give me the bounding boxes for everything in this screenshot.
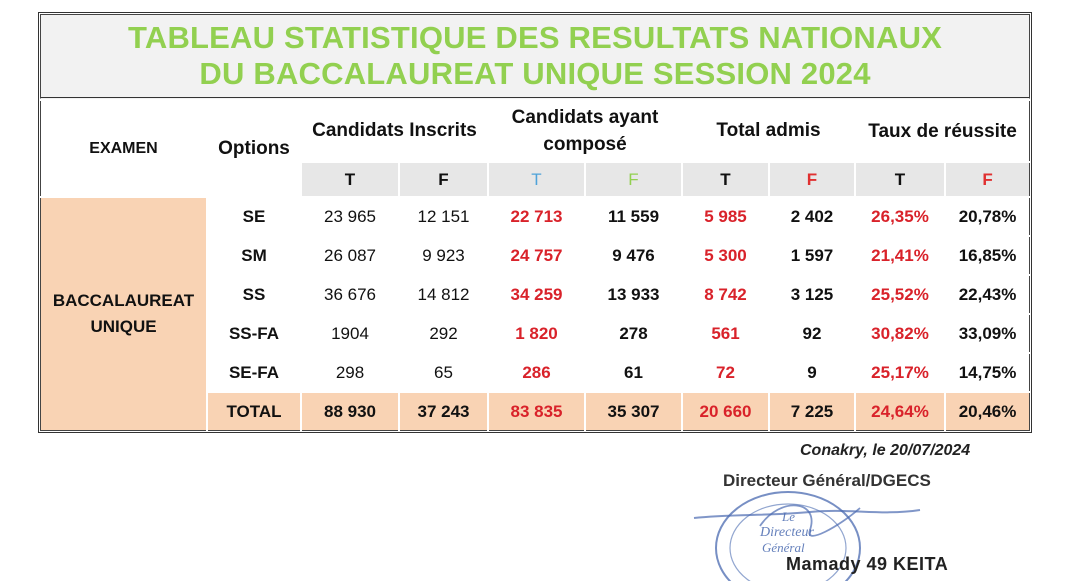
inscrits-t-cell: 26 087 xyxy=(300,235,400,276)
admis-t-cell: 5 300 xyxy=(681,235,770,276)
composes-f-cell: 61 xyxy=(584,352,683,393)
subheader-taux-f: F xyxy=(943,161,1032,198)
header-taux-reussite-label: Taux de réussite xyxy=(868,120,1017,142)
table-row: SE-FA 298 65 286 61 72 9 25,17% 14,75% xyxy=(40,352,1032,393)
header-candidats-composes-label: Candidats ayant composé xyxy=(511,107,659,155)
admis-f-cell: 92 xyxy=(768,313,856,354)
director-title: Directeur Général/DGECS xyxy=(723,471,931,490)
taux-f-cell: 20,78% xyxy=(943,196,1032,237)
inscrits-f-cell: 9 923 xyxy=(398,235,489,276)
admis-t-cell: 5 985 xyxy=(681,196,770,237)
composes-f-cell: 11 559 xyxy=(584,196,683,237)
admis-f-cell: 3 125 xyxy=(768,274,856,315)
taux-t-cell: 25,17% xyxy=(854,352,946,393)
taux-f-cell: 16,85% xyxy=(943,235,1032,276)
stamp-text-2: Directeur xyxy=(759,525,814,540)
table-row: SM 26 087 9 923 24 757 9 476 5 300 1 597… xyxy=(40,235,1032,276)
option-cell: SS-FA xyxy=(206,313,302,354)
results-table: TABLEAU STATISTIQUE DES RESULTATS NATION… xyxy=(38,12,1033,433)
total-composes-t-cell: 83 835 xyxy=(487,391,586,432)
header-options: Options xyxy=(206,99,302,198)
total-label-cell: TOTAL xyxy=(206,391,302,432)
composes-t-cell: 34 259 xyxy=(487,274,586,315)
composes-t-cell: 24 757 xyxy=(487,235,586,276)
subheader-taux-t: T xyxy=(854,161,946,198)
taux-t-cell: 21,41% xyxy=(854,235,946,276)
table-row: SS-FA 1904 292 1 820 278 561 92 30,82% 3… xyxy=(40,313,1032,354)
option-cell: SS xyxy=(206,274,302,315)
total-taux-f-cell: 20,46% xyxy=(943,391,1032,432)
header-examen: EXAMEN xyxy=(39,99,208,198)
total-composes-f-cell: 35 307 xyxy=(584,391,683,432)
total-inscrits-f-cell: 37 243 xyxy=(398,391,489,432)
header-candidats-composes: Candidats ayant composé xyxy=(487,99,683,163)
total-taux-t-cell: 24,64% xyxy=(854,391,946,432)
title-line-1: TABLEAU STATISTIQUE DES RESULTATS NATION… xyxy=(128,20,943,55)
subheader-composes-t: T xyxy=(487,161,586,198)
composes-t-cell: 1 820 xyxy=(487,313,586,354)
inscrits-f-cell: 14 812 xyxy=(398,274,489,315)
table-title: TABLEAU STATISTIQUE DES RESULTATS NATION… xyxy=(38,13,1032,101)
option-cell: SE-FA xyxy=(206,352,302,393)
taux-t-cell: 25,52% xyxy=(854,274,946,315)
total-admis-f-cell: 7 225 xyxy=(768,391,856,432)
admis-t-cell: 8 742 xyxy=(681,274,770,315)
table-row: SS 36 676 14 812 34 259 13 933 8 742 3 1… xyxy=(40,274,1032,315)
subheader-admis-t: T xyxy=(681,161,770,198)
results-document: TABLEAU STATISTIQUE DES RESULTATS NATION… xyxy=(38,12,1033,433)
inscrits-t-cell: 23 965 xyxy=(300,196,400,237)
inscrits-t-cell: 298 xyxy=(300,352,400,393)
subheader-composes-f: F xyxy=(584,161,683,198)
total-admis-t-cell: 20 660 xyxy=(681,391,770,432)
admis-t-cell: 561 xyxy=(681,313,770,354)
composes-t-cell: 286 xyxy=(487,352,586,393)
taux-f-cell: 22,43% xyxy=(943,274,1032,315)
subheader-admis-f: F xyxy=(768,161,856,198)
exam-name-cell: BACCALAUREAT UNIQUE xyxy=(39,196,208,432)
taux-t-cell: 30,82% xyxy=(854,313,946,354)
place-date: Conakry, le 20/07/2024 xyxy=(800,442,971,459)
admis-t-cell: 72 xyxy=(681,352,770,393)
composes-f-cell: 9 476 xyxy=(584,235,683,276)
taux-f-cell: 33,09% xyxy=(943,313,1032,354)
stamp-text-1: Le xyxy=(781,509,795,524)
composes-f-cell: 13 933 xyxy=(584,274,683,315)
signature-stroke-icon xyxy=(693,509,921,519)
admis-f-cell: 9 xyxy=(768,352,856,393)
composes-t-cell: 22 713 xyxy=(487,196,586,237)
header-total-admis: Total admis xyxy=(681,99,856,163)
official-stamp-icon: Le Directeur Général xyxy=(693,491,921,581)
signature-block: Conakry, le 20/07/2024 Directeur Général… xyxy=(690,438,1070,581)
option-cell: SM xyxy=(206,235,302,276)
option-cell: SE xyxy=(206,196,302,237)
inscrits-t-cell: 36 676 xyxy=(300,274,400,315)
inscrits-f-cell: 65 xyxy=(398,352,489,393)
inscrits-f-cell: 12 151 xyxy=(398,196,489,237)
table-row: BACCALAUREAT UNIQUE SE 23 965 12 151 22 … xyxy=(39,196,1032,432)
header-taux-reussite: Taux de réussite xyxy=(853,99,1032,163)
total-inscrits-t-cell: 88 930 xyxy=(300,391,400,432)
subheader-inscrits-t: T xyxy=(300,161,400,198)
taux-t-cell: 26,35% xyxy=(854,196,946,237)
total-row: TOTAL 88 930 37 243 83 835 35 307 20 660… xyxy=(40,391,1032,432)
director-name: Mamady 49 KEITA xyxy=(786,554,949,574)
admis-f-cell: 1 597 xyxy=(768,235,856,276)
stamp-text-3: Général xyxy=(762,540,805,555)
admis-f-cell: 2 402 xyxy=(768,196,856,237)
taux-f-cell: 14,75% xyxy=(943,352,1032,393)
header-candidats-inscrits: Candidats Inscrits xyxy=(300,99,489,163)
inscrits-f-cell: 292 xyxy=(398,313,489,354)
composes-f-cell: 278 xyxy=(584,313,683,354)
subheader-inscrits-f: F xyxy=(398,161,489,198)
inscrits-t-cell: 1904 xyxy=(300,313,400,354)
title-line-2: DU BACCALAUREAT UNIQUE SESSION 2024 xyxy=(199,56,871,91)
